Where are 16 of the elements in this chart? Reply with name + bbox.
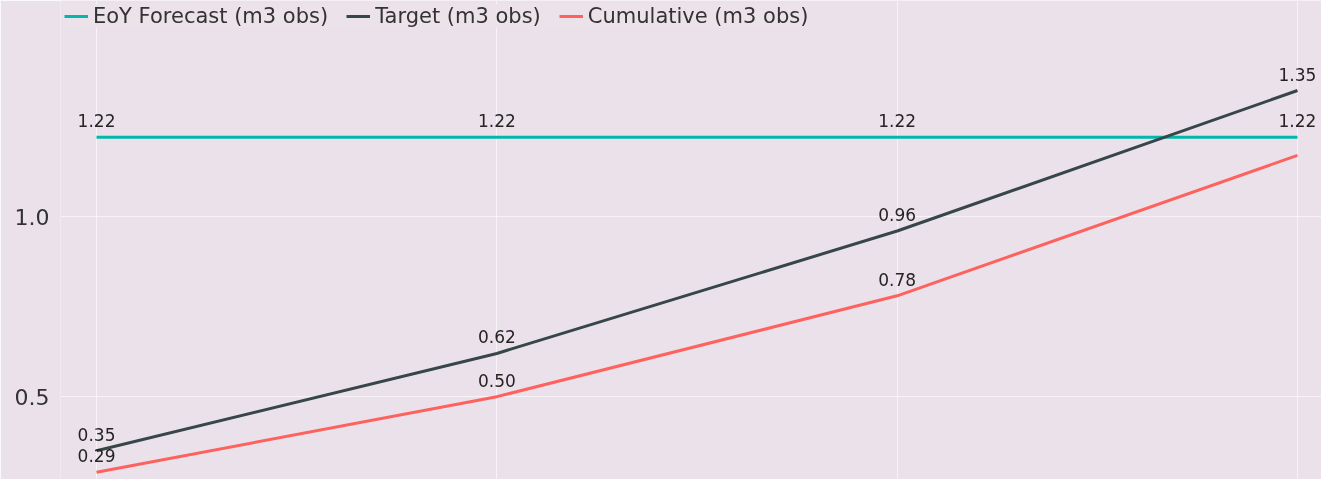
legend-label: Cumulative (m3 obs) [587, 4, 809, 28]
y-tick-label: 1.0 [14, 204, 50, 230]
data-label: 0.62 [477, 327, 516, 348]
data-label: 0.96 [878, 205, 917, 225]
legend-label: Target (m3 obs) [375, 4, 541, 28]
legend-label: EoY Forecast (m3 obs) [93, 4, 329, 28]
y-tick-label: 0.5 [14, 384, 50, 410]
data-label: 0.29 [77, 446, 116, 467]
data-label: 1.22 [477, 111, 516, 132]
data-label: 0.35 [77, 424, 116, 445]
data-label: 1.35 [1278, 64, 1317, 85]
data-label: 1.22 [1278, 111, 1317, 132]
data-label: 1.22 [77, 111, 116, 132]
data-label: 1.22 [878, 111, 917, 132]
data-label: 0.50 [477, 370, 516, 391]
data-label: 0.78 [878, 269, 917, 290]
